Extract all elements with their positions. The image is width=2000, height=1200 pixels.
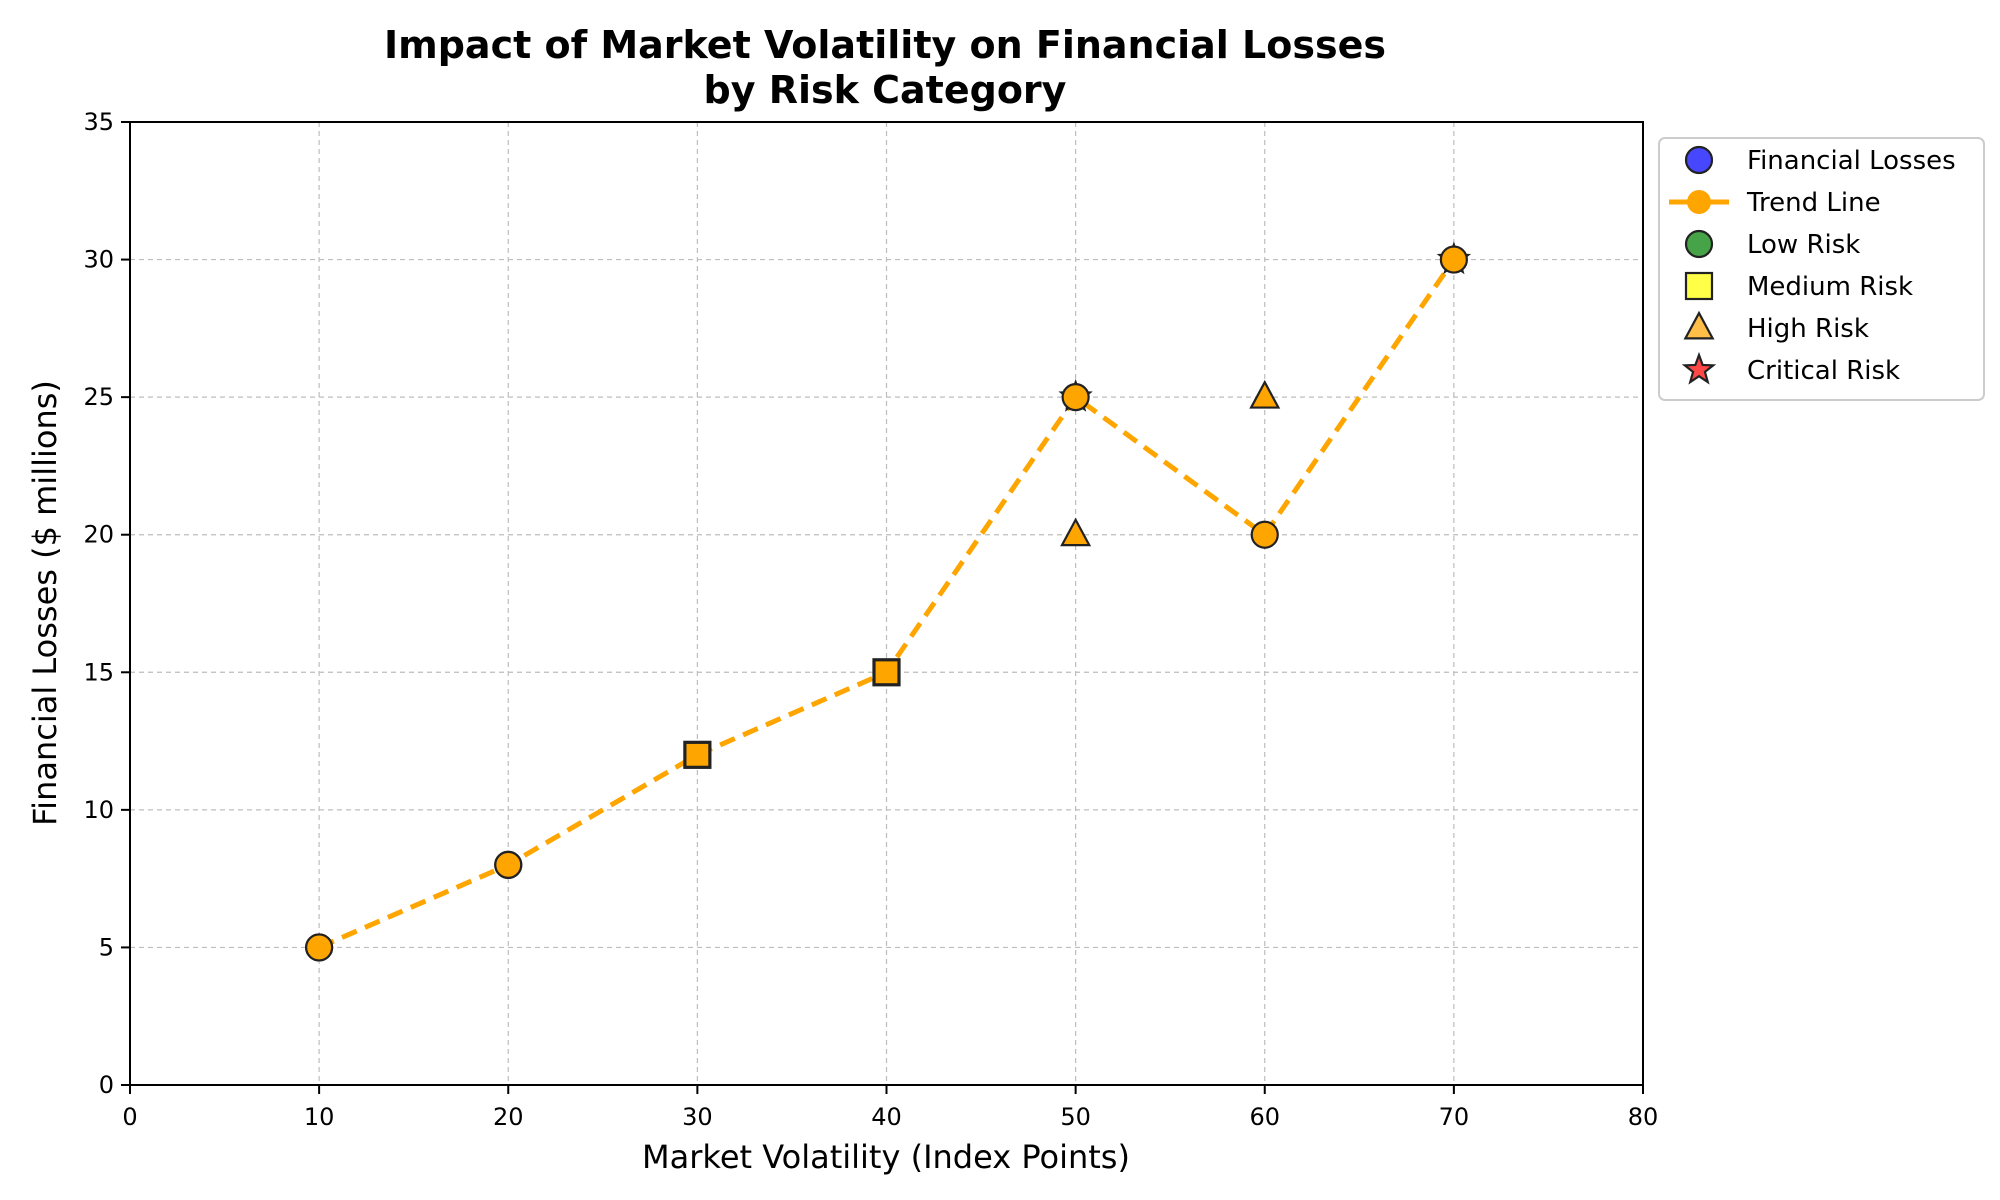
legend-label: Low Risk bbox=[1747, 230, 1860, 260]
x-axis-label: Market Volatility (Index Points) bbox=[642, 1138, 1130, 1176]
legend-label: Financial Losses bbox=[1747, 146, 1956, 176]
high-risk-point bbox=[1249, 379, 1281, 409]
x-tick-label: 30 bbox=[682, 1103, 713, 1131]
x-tick-label: 70 bbox=[1439, 1103, 1470, 1131]
axis-ticks: 0 10 20 30 40 50 60 70 80 0 5 10 15 20 25 30 35 bbox=[83, 108, 1658, 1131]
y-tick-label: 30 bbox=[83, 246, 114, 274]
trend-line-point bbox=[684, 741, 711, 768]
x-tick-label: 0 bbox=[122, 1103, 137, 1131]
x-tick-label: 50 bbox=[1060, 1103, 1091, 1131]
legend-trend-marker bbox=[1687, 190, 1711, 214]
legend-label: Trend Line bbox=[1746, 188, 1881, 218]
plot-area bbox=[305, 241, 1472, 962]
trend-line-point bbox=[1061, 383, 1090, 412]
y-tick-label: 15 bbox=[83, 658, 114, 686]
legend-box bbox=[1658, 137, 1985, 401]
legend-financial-losses-marker bbox=[1684, 145, 1714, 175]
x-tick-label: 20 bbox=[493, 1103, 524, 1131]
trend-line-point bbox=[1439, 245, 1468, 274]
x-tick-label: 40 bbox=[871, 1103, 902, 1131]
y-axis-label: Financial Losses ($ millions) bbox=[26, 380, 64, 826]
high-risk-point bbox=[1060, 517, 1092, 547]
y-tick-label: 35 bbox=[83, 108, 114, 136]
y-tick-label: 20 bbox=[83, 521, 114, 549]
legend-high-risk-marker bbox=[1683, 310, 1715, 340]
y-tick-label: 25 bbox=[83, 383, 114, 411]
y-tick-label: 5 bbox=[99, 933, 114, 961]
grid bbox=[130, 122, 1643, 1085]
x-tick-label: 60 bbox=[1249, 1103, 1280, 1131]
chart-title-line-1: Impact of Market Volatility on Financial… bbox=[384, 23, 1386, 67]
legend: Financial Losses Trend Line Low Risk Medium… bbox=[1658, 137, 1985, 401]
x-tick-label: 10 bbox=[304, 1103, 335, 1131]
legend-label: High Risk bbox=[1747, 314, 1869, 344]
trend-line-point bbox=[305, 933, 334, 962]
legend-label: Medium Risk bbox=[1747, 272, 1913, 302]
y-tick-label: 0 bbox=[99, 1071, 114, 1099]
chart-title-line-2: by Risk Category bbox=[704, 68, 1067, 112]
trend-line-point bbox=[494, 850, 523, 879]
legend-label: Critical Risk bbox=[1747, 356, 1900, 386]
x-tick-label: 80 bbox=[1628, 1103, 1659, 1131]
legend-critical-risk-marker bbox=[1681, 351, 1717, 385]
legend-medium-risk-marker bbox=[1684, 271, 1714, 301]
trend-line-point bbox=[1250, 520, 1279, 549]
y-tick-label: 10 bbox=[83, 796, 114, 824]
trend-line-point bbox=[873, 659, 900, 686]
legend-low-risk-marker bbox=[1684, 229, 1714, 259]
